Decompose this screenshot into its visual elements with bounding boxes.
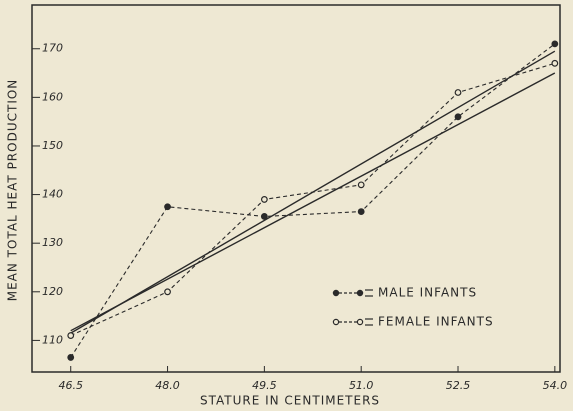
data-point [164,288,171,296]
legend-label: MALE INFANTS [378,286,477,300]
data-point [260,213,268,220]
y-tick-label: 130 [42,236,63,249]
x-tick-label: 46.5 [58,379,83,392]
x-tick-label: 51.0 [349,379,374,392]
x-tick-label: 54.0 [543,379,568,392]
data-point [67,332,75,339]
data-point [454,89,462,96]
data-point [67,354,75,361]
plot-frame [31,4,561,373]
data-point [357,181,365,189]
y-tick-label: 160 [42,90,63,103]
y-tick-label: 120 [42,285,63,298]
series-line [70,62,555,337]
x-tick-label: 48.0 [155,379,180,392]
data-point [551,59,559,67]
legend-symbols [332,289,373,326]
legend-label: FEMALE INFANTS [378,315,494,329]
y-tick-label: 170 [42,42,63,55]
x-tick-label: 52.5 [446,379,471,392]
y-tick-label: 150 [42,139,63,152]
data-point [551,40,559,48]
x-axis-label: STATURE IN CENTIMETERS [200,394,380,408]
data-point [357,208,365,215]
data-point [454,113,462,121]
series-line [70,43,556,358]
trend-line [70,72,556,332]
y-tick-label: 140 [42,188,63,201]
data-point [164,203,171,211]
x-tick-label: 49.5 [252,379,277,392]
y-axis-label: MEAN TOTAL HEAT PRODUCTION [6,79,20,302]
y-tick-label: 110 [42,333,63,346]
data-point [260,196,268,203]
